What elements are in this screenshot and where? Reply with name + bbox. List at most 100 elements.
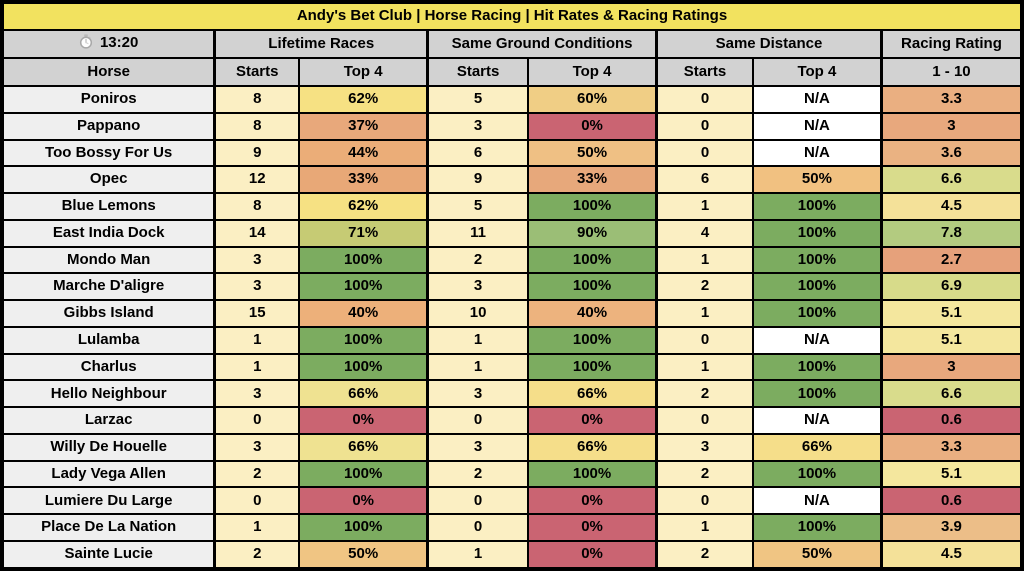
horse-name: Poniros	[1, 85, 216, 114]
table-row: Larzac 0 0% 0 0% 0 N/A 0.6	[1, 406, 1023, 435]
starts-cell: 5	[426, 192, 530, 221]
rating-cell: 0.6	[879, 406, 1023, 435]
starts-cell: 1	[213, 513, 301, 543]
table-row: Mondo Man 3 100% 2 100% 1 100% 2.7	[1, 245, 1023, 275]
rating-cell: 5.1	[879, 325, 1023, 355]
rating-cell: 3.3	[879, 85, 1023, 114]
top4-cell: 100%	[751, 218, 883, 248]
top4-cell: N/A	[751, 406, 883, 435]
starts-cell: 0	[213, 406, 301, 435]
horse-name: Blue Lemons	[1, 192, 216, 221]
starts-cell: 8	[213, 192, 301, 221]
starts-cell: 2	[213, 540, 301, 570]
rating-cell: 6.9	[879, 272, 1023, 302]
race-time-cell: 13:20	[1, 29, 216, 59]
starts-cell: 8	[213, 111, 301, 141]
table-row: Lulamba 1 100% 1 100% 0 N/A 5.1	[1, 325, 1023, 355]
rating-cell: 3	[879, 352, 1023, 382]
starts-cell: 11	[426, 218, 530, 248]
starts-cell: 0	[426, 513, 530, 543]
starts-cell: 8	[213, 85, 301, 114]
horse-name: Charlus	[1, 352, 216, 382]
starts-cell: 0	[655, 138, 754, 168]
starts-cell: 0	[426, 486, 530, 516]
starts-cell: 0	[426, 406, 530, 435]
top4-cell: 0%	[527, 406, 658, 435]
rating-cell: 6.6	[879, 165, 1023, 195]
starts-cell: 10	[426, 299, 530, 328]
starts-cell: 3	[213, 432, 301, 462]
table-row: Lady Vega Allen 2 100% 2 100% 2 100% 5.1	[1, 459, 1023, 489]
starts-cell: 1	[213, 325, 301, 355]
rating-cell: 3	[879, 111, 1023, 141]
top4-cell: 100%	[298, 513, 429, 543]
rating-cell: 4.5	[879, 192, 1023, 221]
starts-cell: 6	[655, 165, 754, 195]
starts-cell: 1	[426, 352, 530, 382]
rating-cell: 3.3	[879, 432, 1023, 462]
top4-cell: 100%	[751, 513, 883, 543]
starts-cell: 3	[426, 111, 530, 141]
top4-cell: 50%	[298, 540, 429, 570]
top4-cell: N/A	[751, 85, 883, 114]
top4-cell: 66%	[298, 379, 429, 409]
starts-cell: 2	[426, 245, 530, 275]
starts-cell: 0	[655, 111, 754, 141]
top4-cell: N/A	[751, 138, 883, 168]
top4-cell: N/A	[751, 111, 883, 141]
top4-cell: 100%	[298, 325, 429, 355]
col-header-rating-scale: 1 - 10	[879, 57, 1023, 87]
table-row: Pappano 8 37% 3 0% 0 N/A 3	[1, 111, 1023, 141]
starts-cell: 2	[426, 459, 530, 489]
title-row: Andy's Bet Club | Horse Racing | Hit Rat…	[1, 1, 1023, 31]
top4-cell: 60%	[527, 85, 658, 114]
top4-cell: N/A	[751, 325, 883, 355]
starts-cell: 2	[213, 459, 301, 489]
starts-cell: 1	[655, 192, 754, 221]
horse-name: Sainte Lucie	[1, 540, 216, 570]
horse-name: Hello Neighbour	[1, 379, 216, 409]
starts-cell: 6	[426, 138, 530, 168]
top4-cell: 66%	[527, 432, 658, 462]
rating-cell: 5.1	[879, 459, 1023, 489]
group-same-ground-conditions: Same Ground Conditions	[426, 29, 658, 59]
starts-cell: 1	[655, 352, 754, 382]
top4-cell: 0%	[298, 406, 429, 435]
top4-cell: 0%	[527, 513, 658, 543]
top4-cell: 0%	[527, 111, 658, 141]
top4-cell: 66%	[751, 432, 883, 462]
starts-cell: 1	[655, 245, 754, 275]
starts-cell: 9	[426, 165, 530, 195]
starts-cell: 15	[213, 299, 301, 328]
horse-name: Place De La Nation	[1, 513, 216, 543]
rating-cell: 0.6	[879, 486, 1023, 516]
top4-cell: 66%	[527, 379, 658, 409]
table-row: Lumiere Du Large 0 0% 0 0% 0 N/A 0.6	[1, 486, 1023, 516]
col-header-starts-ground: Starts	[426, 57, 530, 87]
starts-cell: 2	[655, 459, 754, 489]
starts-cell: 3	[426, 432, 530, 462]
top4-cell: 50%	[751, 165, 883, 195]
table-row: Too Bossy For Us 9 44% 6 50% 0 N/A 3.6	[1, 138, 1023, 168]
rating-cell: 2.7	[879, 245, 1023, 275]
top4-cell: 100%	[527, 272, 658, 302]
col-header-top4-lifetime: Top 4	[298, 57, 429, 87]
top4-cell: 100%	[751, 459, 883, 489]
top4-cell: 100%	[298, 245, 429, 275]
group-same-distance: Same Distance	[655, 29, 883, 59]
rating-cell: 3.6	[879, 138, 1023, 168]
starts-cell: 3	[426, 272, 530, 302]
top4-cell: 100%	[298, 459, 429, 489]
column-header-row: Horse Starts Top 4 Starts Top 4 Starts T…	[1, 57, 1023, 87]
horse-name: Lulamba	[1, 325, 216, 355]
top4-cell: 100%	[527, 459, 658, 489]
top4-cell: N/A	[751, 486, 883, 516]
rating-cell: 6.6	[879, 379, 1023, 409]
starts-cell: 12	[213, 165, 301, 195]
top4-cell: 71%	[298, 218, 429, 248]
stopwatch-icon	[79, 34, 93, 54]
top4-cell: 100%	[751, 192, 883, 221]
top4-cell: 37%	[298, 111, 429, 141]
